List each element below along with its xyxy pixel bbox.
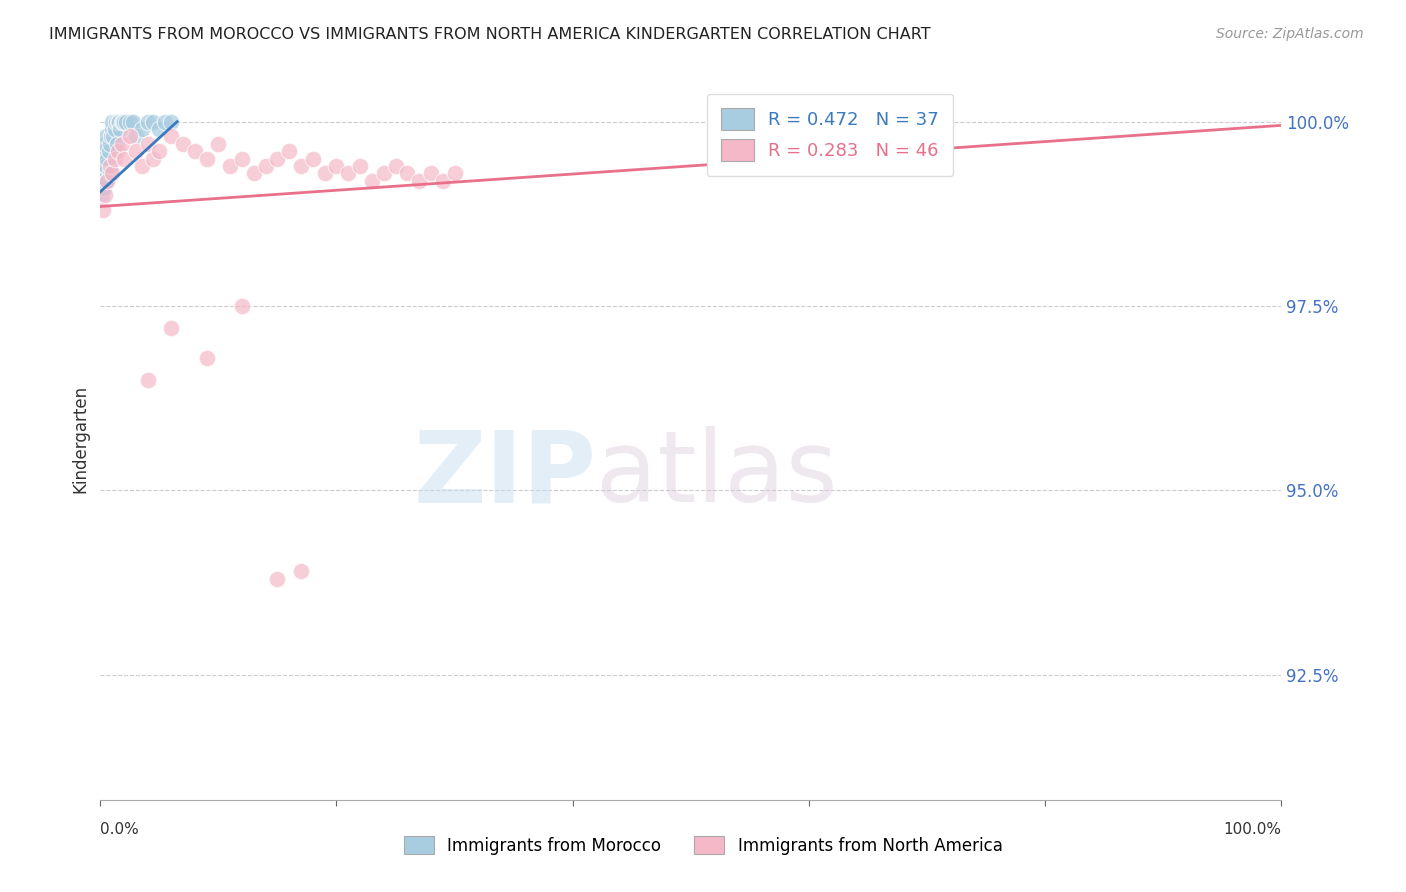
Point — [111, 114, 134, 128]
Point — [125, 144, 148, 158]
Point — [290, 565, 312, 579]
Point — [184, 144, 207, 158]
Point — [96, 152, 118, 166]
Point — [108, 114, 131, 128]
Point — [142, 114, 165, 128]
Point — [107, 114, 129, 128]
Point — [131, 122, 153, 136]
Point — [110, 114, 132, 128]
Point — [131, 159, 153, 173]
Point — [231, 299, 253, 313]
Point — [96, 174, 118, 188]
Point — [243, 166, 266, 180]
Point — [118, 114, 141, 128]
Point — [96, 174, 118, 188]
Point — [103, 152, 125, 166]
Y-axis label: Kindergarten: Kindergarten — [72, 384, 89, 492]
Point — [107, 144, 129, 158]
Point — [408, 174, 430, 188]
Point — [93, 181, 115, 195]
Point — [325, 159, 347, 173]
Point — [254, 159, 277, 173]
Text: Source: ZipAtlas.com: Source: ZipAtlas.com — [1216, 27, 1364, 41]
Point — [302, 152, 325, 166]
Point — [148, 122, 170, 136]
Point — [101, 166, 124, 180]
Point — [290, 159, 312, 173]
Point — [160, 129, 183, 144]
Point — [96, 159, 118, 173]
Point — [207, 136, 229, 151]
Point — [103, 122, 125, 136]
Point — [122, 114, 145, 128]
Point — [90, 188, 112, 202]
Point — [278, 144, 301, 158]
Point — [160, 114, 183, 128]
Point — [219, 159, 242, 173]
Text: ZIP: ZIP — [413, 426, 596, 524]
Point — [160, 321, 183, 335]
Point — [94, 188, 117, 202]
Point — [373, 166, 395, 180]
Point — [101, 114, 124, 128]
Point — [98, 136, 121, 151]
Point — [349, 159, 371, 173]
Point — [104, 114, 127, 128]
Point — [125, 129, 148, 144]
Point — [112, 114, 135, 128]
Point — [396, 166, 419, 180]
Point — [432, 174, 454, 188]
Text: 0.0%: 0.0% — [100, 822, 139, 838]
Point — [110, 136, 132, 151]
Point — [93, 144, 115, 158]
Point — [148, 144, 170, 158]
Point — [443, 166, 465, 180]
Point — [96, 129, 118, 144]
Point — [136, 373, 159, 387]
Point — [98, 159, 121, 173]
Point — [100, 129, 122, 144]
Point — [231, 152, 253, 166]
Point — [266, 152, 288, 166]
Point — [115, 114, 138, 128]
Point — [118, 129, 141, 144]
Point — [101, 122, 124, 136]
Point — [361, 174, 384, 188]
Point — [172, 136, 194, 151]
Point — [142, 152, 165, 166]
Point — [112, 152, 135, 166]
Point — [419, 166, 441, 180]
Point — [94, 136, 117, 151]
Legend: Immigrants from Morocco, Immigrants from North America: Immigrants from Morocco, Immigrants from… — [396, 830, 1010, 862]
Point — [98, 166, 121, 180]
Point — [97, 144, 120, 158]
Point — [91, 152, 114, 166]
Point — [136, 136, 159, 151]
Point — [155, 114, 177, 128]
Point — [266, 572, 288, 586]
Point — [337, 166, 360, 180]
Point — [103, 129, 125, 144]
Point — [384, 159, 406, 173]
Point — [195, 152, 218, 166]
Point — [110, 122, 132, 136]
Point — [91, 174, 114, 188]
Legend: R = 0.472   N = 37, R = 0.283   N = 46: R = 0.472 N = 37, R = 0.283 N = 46 — [707, 94, 953, 176]
Point — [91, 203, 114, 218]
Text: atlas: atlas — [596, 426, 838, 524]
Point — [105, 136, 128, 151]
Point — [195, 351, 218, 365]
Text: 100.0%: 100.0% — [1223, 822, 1281, 838]
Text: IMMIGRANTS FROM MOROCCO VS IMMIGRANTS FROM NORTH AMERICA KINDERGARTEN CORRELATIO: IMMIGRANTS FROM MOROCCO VS IMMIGRANTS FR… — [49, 27, 931, 42]
Point — [94, 166, 117, 180]
Point — [136, 114, 159, 128]
Point — [314, 166, 336, 180]
